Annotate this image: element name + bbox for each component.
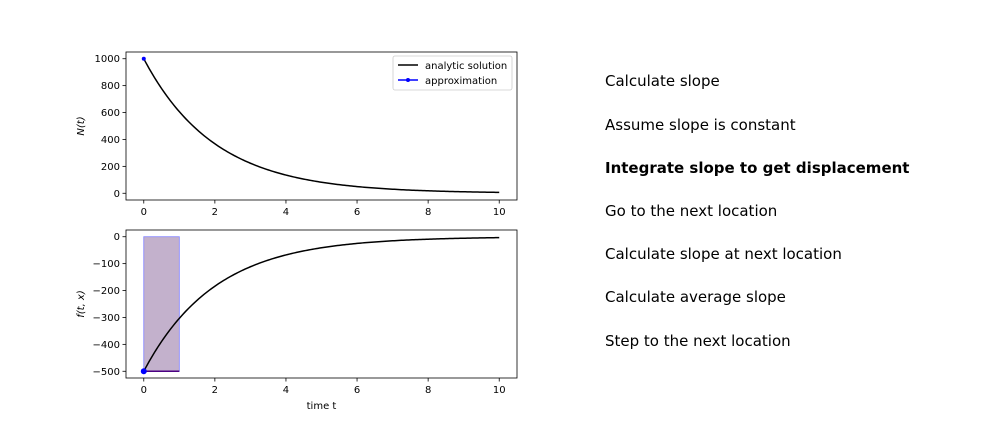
x-tick-label: 0 — [141, 385, 147, 396]
x-tick-label: 10 — [493, 385, 506, 396]
y-tick-label: −200 — [93, 286, 120, 297]
legend-box — [392, 55, 513, 91]
legend: analytic solution approximation — [392, 55, 513, 91]
legend-analytic-label: analytic solution — [425, 61, 507, 72]
bottom-x-axis-label: time t — [307, 401, 337, 412]
y-tick-label: 0 — [114, 232, 120, 243]
bottom-x-ticks: 0 2 4 6 8 10 — [141, 378, 506, 396]
y-tick-label: 600 — [101, 108, 120, 119]
y-tick-label: 200 — [101, 162, 120, 173]
step-next-location: Go to the next location — [605, 202, 778, 220]
x-tick-label: 4 — [283, 207, 289, 218]
bottom-y-ticks: 0 −100 −200 −300 −400 −500 — [93, 232, 126, 378]
y-tick-label: −400 — [93, 340, 120, 351]
legend-approx-marker — [406, 78, 410, 82]
x-tick-label: 6 — [354, 207, 360, 218]
series-line-analytic-solution — [143, 58, 500, 194]
y-tick-label: −500 — [93, 367, 120, 378]
top-axes-frame — [125, 51, 518, 201]
y-tick-label: 0 — [114, 189, 120, 200]
y-tick-label: 400 — [101, 135, 120, 146]
approximation-point — [141, 56, 146, 61]
x-tick-label: 10 — [493, 207, 506, 218]
x-tick-label: 6 — [354, 385, 360, 396]
step-assume-constant: Assume slope is constant — [605, 116, 796, 134]
x-tick-label: 4 — [283, 385, 289, 396]
top-subplot: 0 2 4 6 8 10 0 200 400 600 800 1000 N(t) analytic … — [76, 51, 518, 218]
step-integrate-slope: Integrate slope to get displacement — [605, 159, 910, 177]
bottom-y-axis-label: f(t, x) — [76, 290, 87, 318]
top-y-axis-label: N(t) — [76, 116, 87, 135]
series-line-slope-curve — [143, 236, 500, 372]
bottom-axes-frame — [125, 229, 518, 379]
x-tick-label: 8 — [425, 207, 431, 218]
x-tick-label: 8 — [425, 385, 431, 396]
y-tick-label: 1000 — [95, 54, 120, 65]
step-average-slope: Calculate average slope — [605, 288, 786, 306]
y-tick-label: −100 — [93, 259, 120, 270]
slope-point — [140, 368, 147, 375]
top-y-ticks: 0 200 400 600 800 1000 — [95, 54, 126, 200]
step-step-next: Step to the next location — [605, 332, 791, 350]
y-tick-label: 800 — [101, 81, 120, 92]
integral-area — [143, 236, 180, 372]
top-plot-area — [141, 56, 500, 194]
step-calculate-slope: Calculate slope — [605, 72, 720, 90]
bottom-subplot: 0 2 4 6 8 10 0 −100 −200 −300 −400 −500 f(t, x) ti… — [76, 229, 518, 412]
step-slope-next-location: Calculate slope at next location — [605, 245, 842, 263]
x-tick-label: 2 — [212, 385, 218, 396]
bottom-plot-area — [140, 236, 500, 375]
y-tick-label: −300 — [93, 313, 120, 324]
top-x-ticks: 0 2 4 6 8 10 — [141, 200, 506, 218]
legend-approx-label: approximation — [425, 76, 497, 87]
x-tick-label: 2 — [212, 207, 218, 218]
x-tick-label: 0 — [141, 207, 147, 218]
